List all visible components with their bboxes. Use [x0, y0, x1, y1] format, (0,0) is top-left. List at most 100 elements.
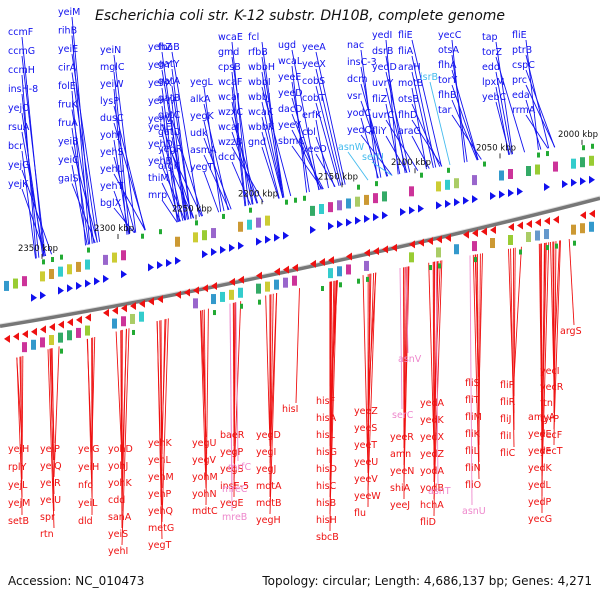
forward-rna-label: asnW	[338, 142, 365, 153]
reverse-gene-label: fliO	[465, 480, 481, 491]
forward-marker	[591, 143, 594, 149]
forward-gene-label: tap	[482, 32, 498, 43]
forward-feature-block	[49, 269, 54, 280]
forward-gene-label: gnd	[248, 137, 266, 148]
reverse-connector	[329, 280, 338, 515]
reverse-rna-connector	[229, 303, 233, 512]
kbp-tick-label: 2250 kbp	[172, 205, 212, 215]
forward-feature-block	[4, 280, 9, 291]
forward-gene-label: lpxM	[482, 77, 505, 88]
forward-connector	[71, 146, 98, 243]
reverse-marker	[474, 257, 477, 263]
reverse-marker	[366, 276, 369, 282]
forward-connector	[161, 87, 181, 222]
reverse-gene-labels: yejH rplY yejL yejM setB yeiP yeiQ yeiR yeiU spr r…	[8, 326, 582, 557]
forward-gene-labels: ccmF ccmG ccmH insH-8 yejO rsuA bcr yejG yejK yei…	[8, 7, 536, 209]
reverse-connector	[295, 288, 300, 404]
reverse-connector	[160, 320, 163, 489]
reverse-arrow	[391, 243, 397, 252]
forward-connector	[315, 51, 346, 185]
forward-marker	[195, 220, 198, 226]
reverse-gene-label: yehP	[148, 489, 171, 500]
forward-gene-label: dacD	[278, 104, 302, 115]
reverse-arrow	[544, 217, 550, 226]
forward-marker	[42, 259, 45, 265]
reverse-arrow	[112, 306, 118, 315]
forward-gene-label: rsuA	[8, 122, 30, 133]
reverse-marker	[240, 303, 243, 309]
reverse-gene-connectors	[16, 238, 575, 546]
reverse-arrow	[346, 252, 352, 261]
reverse-connector	[541, 242, 545, 497]
reverse-arrow	[76, 315, 82, 324]
reverse-connector	[269, 294, 272, 498]
forward-gene-label: yejG	[8, 160, 29, 171]
reverse-gene-label: hchA	[420, 500, 444, 511]
reverse-gene-label: yeiQ	[40, 461, 62, 472]
reverse-connector	[512, 248, 515, 431]
reverse-gene-label: yeeN	[390, 466, 414, 477]
reverse-gene-label: ftn	[540, 398, 553, 409]
forward-marker	[537, 152, 540, 158]
forward-arrow	[283, 231, 289, 240]
forward-arrow	[85, 279, 91, 288]
forward-gene-label: asmA	[190, 145, 217, 156]
reverse-arrow	[409, 240, 415, 249]
forward-feature-block	[346, 198, 351, 209]
forward-connector	[261, 146, 280, 199]
forward-connector	[203, 120, 225, 212]
reverse-connector	[367, 272, 377, 491]
forward-connector	[261, 101, 284, 198]
reverse-gene-label: flu	[354, 508, 366, 519]
reverse-gene-label: yeeW	[354, 491, 381, 502]
forward-feature-block	[40, 271, 45, 282]
reverse-feature-block	[76, 327, 81, 338]
reverse-gene-label: yejM	[8, 498, 30, 509]
forward-connector	[291, 113, 322, 190]
reverse-gene-label: yeeJ	[390, 500, 410, 511]
forward-gene-label: wbbJ	[248, 92, 271, 103]
reverse-arrow	[193, 286, 199, 295]
forward-gene-label: wcaE	[218, 32, 243, 43]
forward-gene-label: yebC	[482, 92, 506, 103]
reverse-feature-block	[31, 339, 36, 350]
reverse-gene-label: yohJ	[108, 461, 128, 472]
reverse-gene-label: yejH	[8, 444, 29, 455]
forward-feature-block	[364, 194, 369, 205]
reverse-arrow	[58, 320, 64, 329]
reverse-gene-label: yohM	[192, 472, 218, 483]
reverse-arrow	[256, 271, 262, 280]
forward-gene-label: wcaF	[218, 77, 242, 88]
reverse-connector	[269, 293, 278, 515]
kbp-tick-label: 2150 kbp	[318, 172, 358, 182]
reverse-gene-label: yeeZ	[354, 406, 378, 417]
forward-gene-label: flhD	[398, 110, 417, 121]
forward-connector	[203, 154, 230, 211]
forward-connector	[291, 145, 323, 190]
forward-connector	[113, 71, 130, 235]
reverse-arrow	[535, 218, 541, 227]
reverse-arrow	[184, 288, 190, 297]
forward-gene-label: nac	[347, 40, 364, 51]
reverse-gene-label: amyA	[528, 412, 556, 423]
forward-gene-label: fliA	[398, 46, 414, 57]
reverse-feature-block	[112, 318, 117, 329]
forward-gene-label: ptrB	[512, 45, 532, 56]
reverse-feature-block	[265, 281, 270, 292]
reverse-gene-label: sbcB	[316, 532, 339, 543]
forward-feature-block	[355, 196, 360, 207]
accession-text: Accession: NC_010473	[8, 574, 145, 588]
forward-feature-block	[76, 261, 81, 272]
forward-marker	[375, 181, 378, 187]
reverse-marker	[546, 245, 549, 251]
forward-feature-block	[202, 230, 207, 241]
reverse-gene-label: yodA	[420, 466, 444, 477]
reverse-arrow	[310, 259, 316, 268]
forward-connector	[495, 71, 512, 155]
forward-connector	[113, 173, 146, 231]
forward-connector	[451, 99, 478, 161]
forward-gene-label: yehV	[148, 114, 172, 125]
forward-gene-label: dcd	[218, 152, 235, 163]
reverse-feature-block	[436, 247, 441, 258]
forward-gene-label: insH-8	[8, 84, 38, 95]
